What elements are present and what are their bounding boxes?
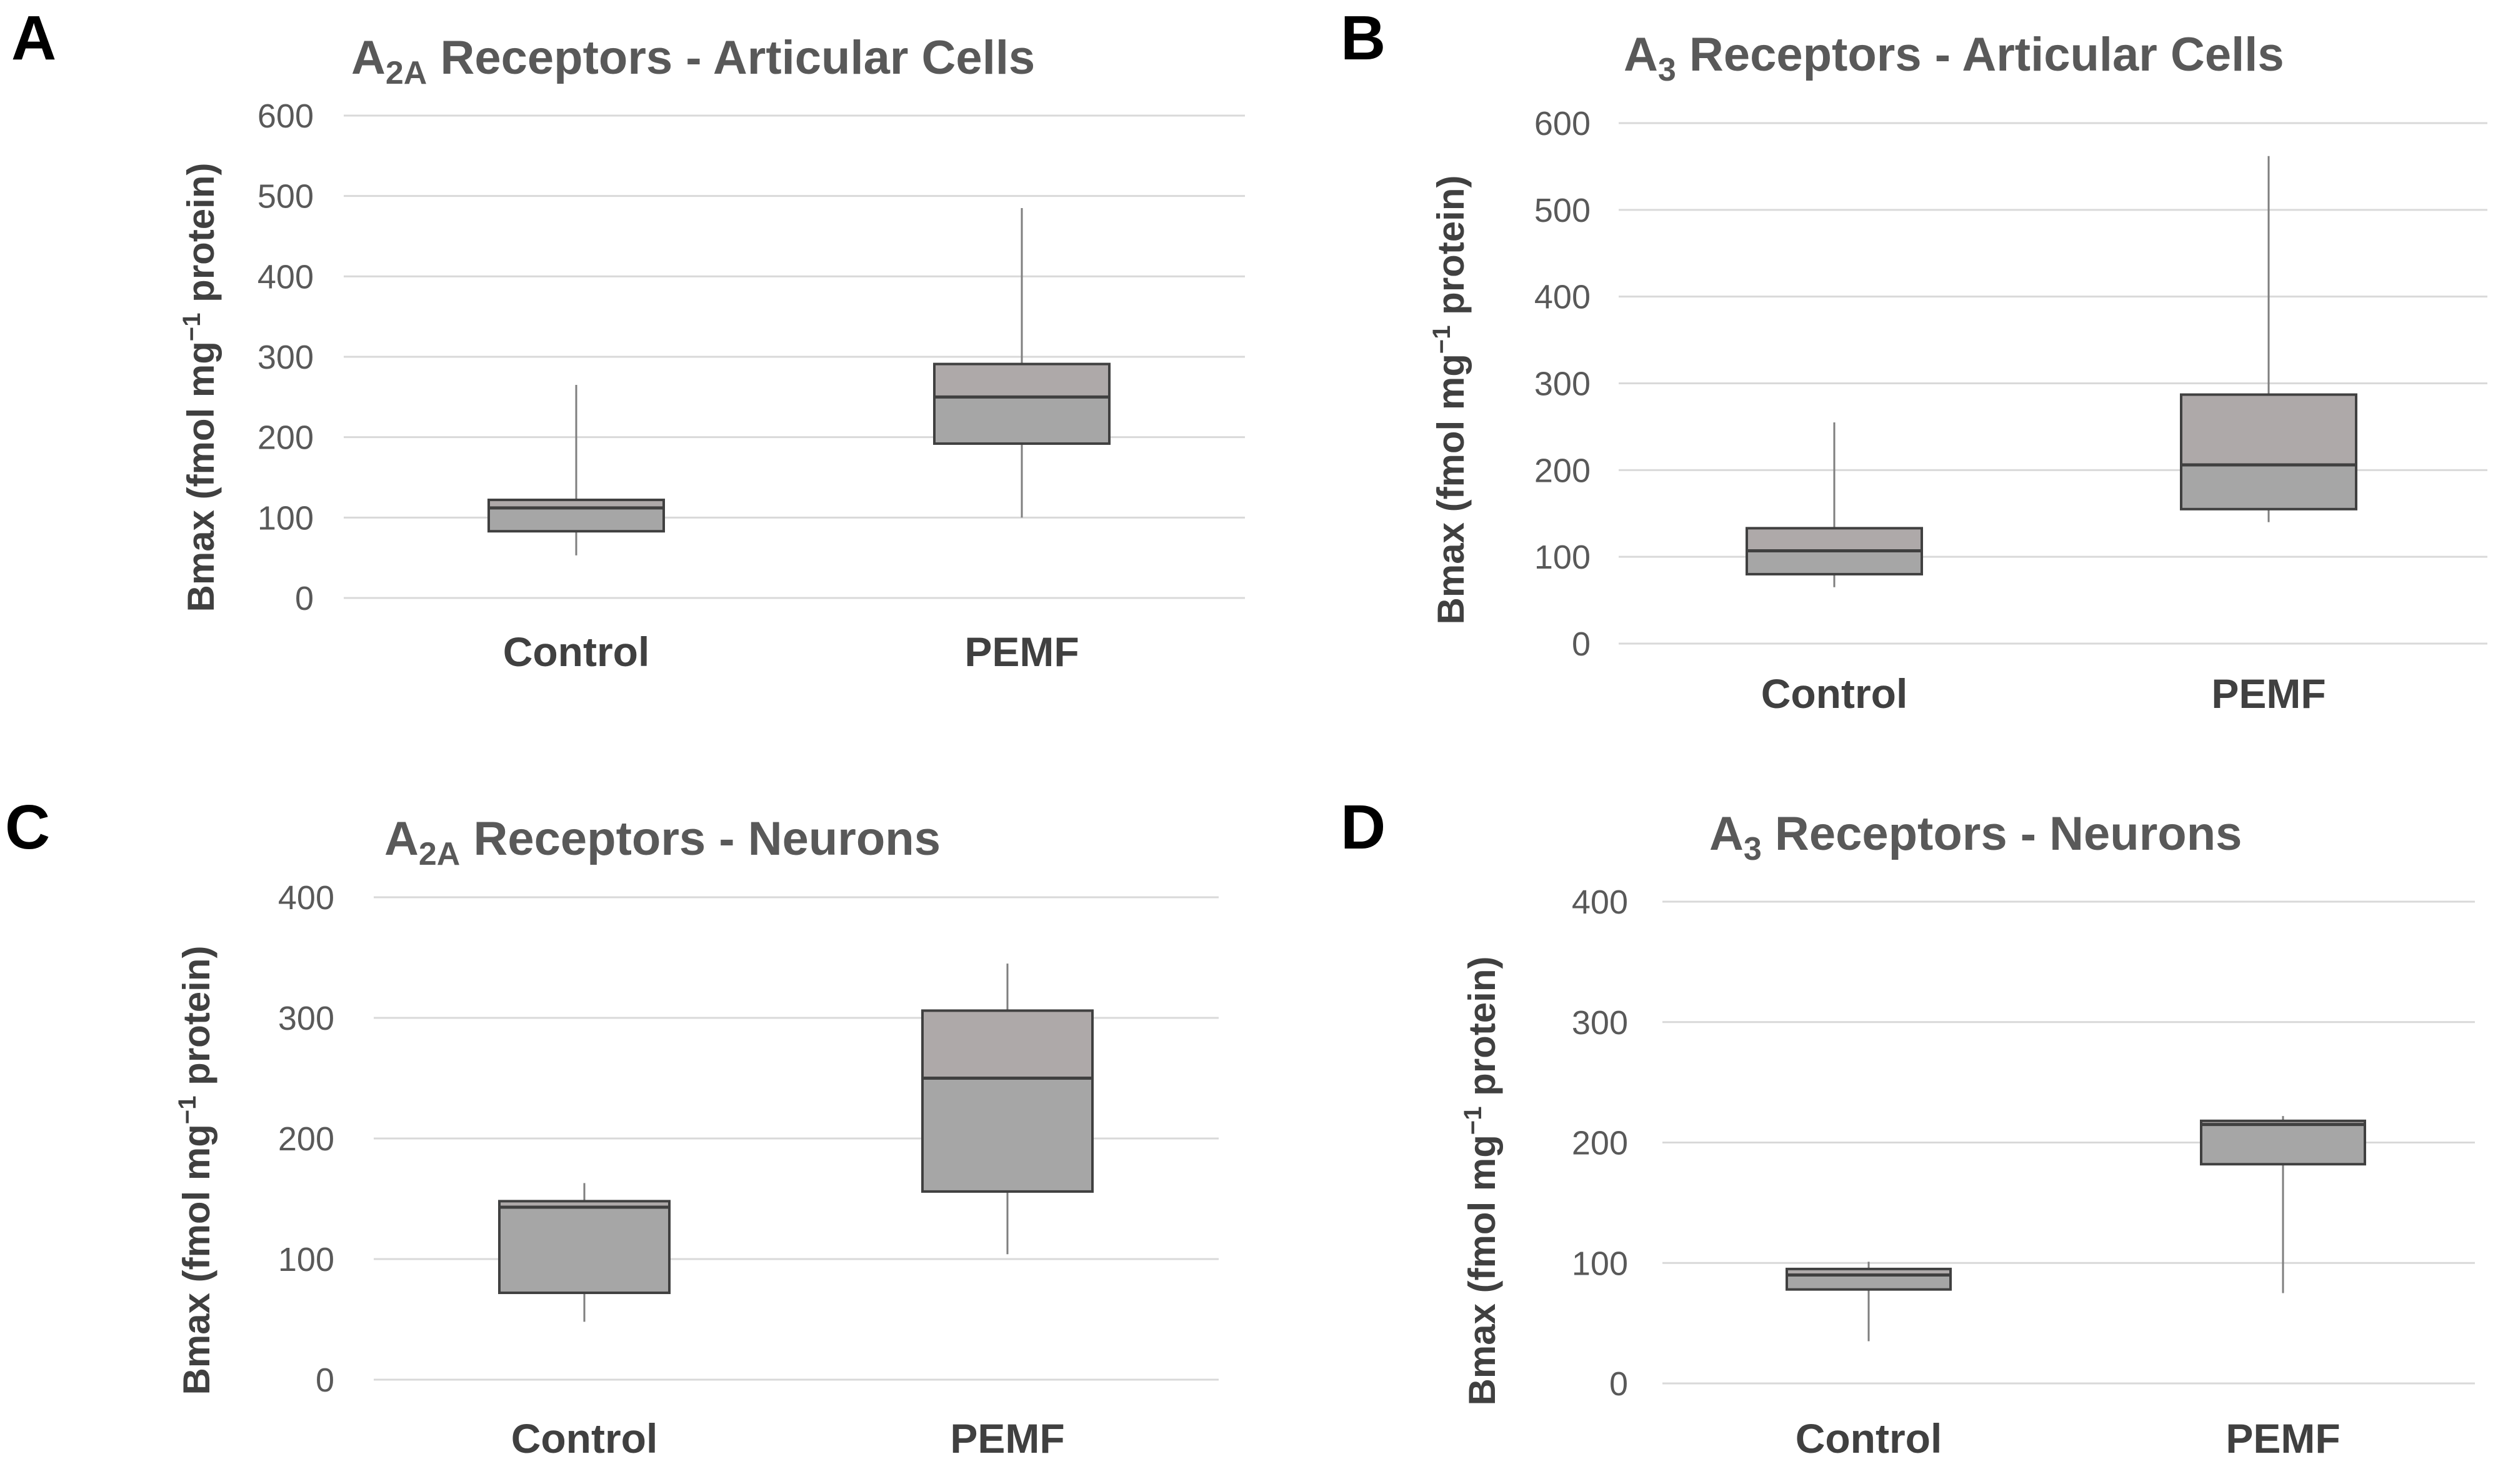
title-subscript: 2A — [386, 55, 427, 91]
box-lower-quartile — [2180, 464, 2357, 510]
ylabel-base: Bmax (fmol mg — [176, 1124, 217, 1395]
y-tick-label: 300 — [257, 339, 314, 376]
title-base: A — [384, 812, 419, 865]
y-tick-label: 200 — [257, 419, 314, 457]
plot-area: 0 100 200 300 400 500 600 Control PEMF — [1534, 105, 2487, 717]
ylabel-superscript: −1 — [174, 1095, 201, 1124]
y-tick-label: 0 — [316, 1362, 334, 1399]
x-category-label: PEMF — [964, 629, 1079, 675]
box-lower-quartile — [921, 1077, 1094, 1193]
y-tick-label: 600 — [1534, 105, 1591, 142]
y-tick-label: 0 — [1572, 625, 1591, 663]
y-tick-label: 0 — [1609, 1365, 1628, 1403]
chart-b: B A3 Receptors - Articular Cells Bmax (f… — [1341, 3, 2487, 717]
y-tick-label: 300 — [1534, 366, 1591, 403]
chart-d: D A3 Receptors - Neurons Bmax (fmol mg−1… — [1341, 792, 2475, 1462]
title-base: A — [1624, 28, 1658, 81]
panel-letter: B — [1341, 3, 1386, 73]
box-upper-quartile — [921, 1009, 1094, 1080]
chart-c: C A2A Receptors - Neurons Bmax (fmol mg−… — [5, 792, 1219, 1462]
chart-a: A A2A Receptors - Articular Cells Bmax (… — [11, 3, 1245, 675]
y-tick-label: 100 — [1572, 1245, 1628, 1282]
y-tick-label: 400 — [1534, 279, 1591, 316]
ylabel-rest: protein) — [1461, 957, 1503, 1107]
chart-title: A3 Receptors - Neurons — [1709, 807, 2242, 867]
panel-b: B A3 Receptors - Articular Cells Bmax (f… — [1253, 0, 2503, 742]
y-tick-label: 100 — [1534, 539, 1591, 576]
panel-d: D A3 Receptors - Neurons Bmax (fmol mg−1… — [1253, 742, 2503, 1484]
box-lower-quartile — [1746, 549, 1923, 575]
y-tick-label: 200 — [1572, 1125, 1628, 1162]
ylabel-base: Bmax (fmol mg — [180, 341, 222, 612]
plot-area: 0 100 200 300 400 Control PEMF — [1572, 884, 2475, 1462]
y-tick-label: 200 — [1534, 452, 1591, 489]
y-axis-label: Bmax (fmol mg−1 protein) — [1459, 957, 1503, 1406]
panel-letter: C — [5, 792, 50, 862]
x-category-label: Control — [1796, 1415, 1942, 1462]
box-upper-quartile — [1746, 527, 1923, 552]
title-subscript: 2A — [419, 836, 460, 872]
y-axis-label: Bmax (fmol mg−1 protein) — [178, 163, 222, 612]
ylabel-superscript: −1 — [178, 312, 206, 341]
chart-title: A2A Receptors - Neurons — [384, 812, 941, 872]
y-tick-label: 300 — [1572, 1004, 1628, 1042]
x-category-label: Control — [503, 629, 650, 675]
ylabel-base: Bmax (fmol mg — [1461, 1135, 1503, 1405]
ylabel-superscript: −1 — [1459, 1106, 1487, 1135]
y-tick-label: 0 — [295, 580, 314, 617]
ylabel-rest: protein) — [180, 163, 222, 313]
plot-area: 0 100 200 300 400 500 600 Control PEMF — [257, 97, 1245, 675]
x-category-label: PEMF — [2226, 1415, 2340, 1462]
panel-letter: D — [1341, 792, 1386, 862]
panel-c: C A2A Receptors - Neurons Bmax (fmol mg−… — [0, 742, 1250, 1484]
x-category-label: Control — [1761, 670, 1908, 717]
box-upper-quartile — [933, 362, 1111, 399]
title-base: A — [351, 31, 386, 84]
title-subscript: 3 — [1658, 52, 1676, 88]
y-tick-label: 400 — [257, 258, 314, 296]
title-rest: Receptors - Neurons — [460, 812, 941, 865]
chart-title: A3 Receptors - Articular Cells — [1624, 28, 2284, 88]
y-tick-label: 100 — [278, 1241, 334, 1278]
y-tick-label: 200 — [278, 1120, 334, 1158]
chart-title: A2A Receptors - Articular Cells — [351, 31, 1035, 91]
box-lower-quartile — [487, 506, 665, 533]
title-subscript: 3 — [1744, 831, 1762, 867]
title-base: A — [1709, 807, 1744, 860]
y-tick-label: 600 — [257, 97, 314, 135]
y-axis-label: Bmax (fmol mg−1 protein) — [174, 946, 217, 1395]
panel-letter: A — [11, 3, 56, 73]
y-tick-label: 400 — [1572, 884, 1628, 921]
y-tick-label: 500 — [257, 178, 314, 216]
box-lower-quartile — [1786, 1273, 1952, 1291]
ylabel-rest: protein) — [1430, 176, 1472, 326]
x-category-label: Control — [511, 1415, 658, 1462]
panel-a: A A2A Receptors - Articular Cells Bmax (… — [0, 0, 1250, 742]
box-lower-quartile — [933, 396, 1111, 445]
box-lower-quartile — [2200, 1123, 2366, 1166]
y-tick-label: 400 — [278, 879, 334, 917]
x-category-label: PEMF — [2211, 670, 2326, 717]
title-rest: Receptors - Articular Cells — [1676, 28, 2284, 81]
x-category-label: PEMF — [950, 1415, 1064, 1462]
y-tick-label: 100 — [257, 499, 314, 537]
title-rest: Receptors - Articular Cells — [427, 31, 1035, 84]
plot-area: 0 100 200 300 400 Control PEMF — [278, 879, 1219, 1462]
ylabel-superscript: −1 — [1428, 325, 1456, 354]
box-upper-quartile — [2180, 393, 2357, 467]
y-tick-label: 500 — [1534, 192, 1591, 229]
ylabel-base: Bmax (fmol mg — [1430, 354, 1472, 624]
ylabel-rest: protein) — [176, 946, 217, 1096]
title-rest: Receptors - Neurons — [1762, 807, 2242, 860]
y-axis-label: Bmax (fmol mg−1 protein) — [1428, 176, 1472, 625]
box-lower-quartile — [498, 1206, 671, 1295]
y-tick-label: 300 — [278, 1000, 334, 1037]
